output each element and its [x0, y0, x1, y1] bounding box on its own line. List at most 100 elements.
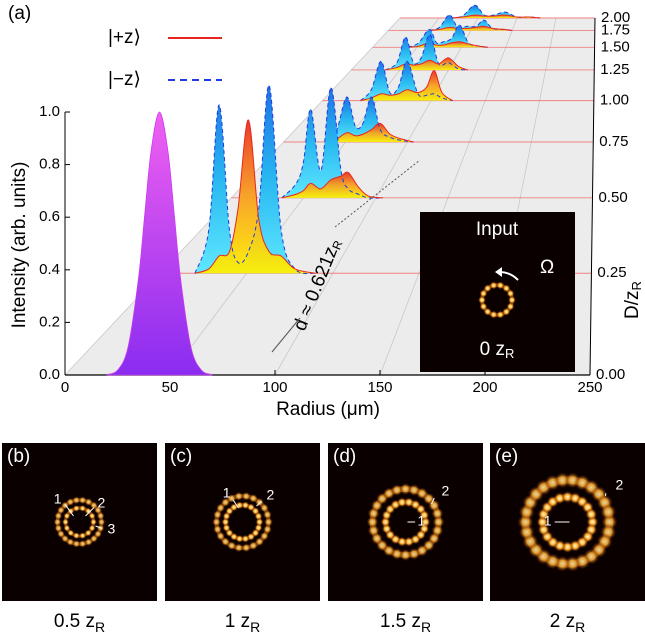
- area-fill: [281, 172, 383, 198]
- ring-lobe: [234, 491, 244, 501]
- ring-number: 2: [442, 483, 450, 499]
- ring-lobe: [259, 503, 269, 513]
- ring-lobe: [62, 518, 69, 526]
- ring-lobe: [508, 296, 516, 304]
- ring-pointer: [64, 504, 74, 517]
- panel-image: [165, 443, 320, 601]
- x-tick-label: 50: [162, 379, 179, 396]
- ring-lobe: [53, 518, 62, 526]
- panel-caption-main: 0.5 z: [54, 611, 95, 632]
- ring-lobe: [212, 517, 221, 527]
- panel-label: (c): [170, 446, 192, 467]
- ring-lobe: [84, 529, 92, 537]
- ring-number: 3: [108, 521, 116, 537]
- y-axis-label: Intensity (arb. units): [9, 162, 30, 329]
- ring-lobe: [234, 543, 244, 553]
- area-fill: [194, 85, 316, 274]
- ring-lobe: [397, 497, 408, 508]
- ring-lobe: [585, 508, 598, 521]
- x-axis-label: Radius (μm): [276, 399, 380, 420]
- panel-image: [328, 443, 483, 601]
- profile-line: [326, 96, 414, 143]
- panel-label: (a): [8, 3, 31, 24]
- area-fill: [281, 87, 383, 199]
- ring-lobe: [496, 310, 505, 319]
- panel-caption: 0.5 zR: [54, 611, 105, 635]
- ring-lobe: [419, 510, 430, 521]
- ring-lobe: [79, 504, 87, 512]
- ring-lobe: [72, 532, 80, 540]
- z-tick-label: 0.50: [598, 189, 627, 206]
- panel-caption: 2 zR: [550, 611, 585, 635]
- y-tick-label: 1.0: [39, 103, 60, 120]
- input-profile: [106, 111, 213, 376]
- ring-lobe: [72, 539, 81, 548]
- x-tick-label: 250: [577, 379, 602, 396]
- panel-caption-main: 1.5 z: [380, 611, 421, 632]
- ring-number: 2: [98, 495, 106, 511]
- ring-number: 1: [418, 513, 426, 529]
- legend-label: |+z⟩: [108, 27, 141, 48]
- panel-label: (b): [7, 446, 30, 467]
- inset-image: [420, 212, 575, 372]
- ring-lobe: [90, 518, 97, 526]
- ring-lobe: [78, 496, 87, 505]
- inset-symbol: Ω: [540, 257, 554, 278]
- ring-lobe: [79, 532, 87, 540]
- panel-caption-sub: R: [575, 619, 585, 635]
- z-tick-label: 1.25: [600, 61, 629, 78]
- ring-number: 2: [267, 487, 275, 503]
- depth-grid-line: [274, 17, 479, 376]
- z-axis-label-main: D/z: [622, 290, 643, 319]
- ring-lobe: [478, 296, 486, 304]
- ring-number: 2: [616, 477, 624, 493]
- ring-lobe: [489, 281, 498, 290]
- profile-line: [360, 70, 454, 102]
- z-axis: [589, 17, 596, 376]
- ring-lobe: [54, 524, 63, 533]
- profile-line: [408, 41, 489, 48]
- profile-line: [450, 14, 541, 19]
- ring-lobe: [403, 536, 414, 547]
- ring-lobe: [96, 511, 105, 520]
- panel-caption-main: 2 z: [550, 611, 575, 632]
- area-fill: [326, 96, 414, 143]
- inset-label-main: 0 z: [480, 339, 505, 360]
- y-tick-label: 0.4: [39, 261, 60, 278]
- z-axis-label-sub: R: [629, 281, 644, 290]
- ring-lobe: [88, 512, 96, 520]
- inset-title: Input: [476, 219, 519, 240]
- ring-lobe: [431, 507, 444, 520]
- panel-image: [2, 443, 157, 601]
- ring-lobe: [84, 538, 93, 547]
- area-fill: [360, 61, 453, 101]
- legend-label: |−z⟩: [108, 69, 141, 90]
- y-tick-label: 0.8: [39, 156, 60, 173]
- ring-lobe: [72, 504, 80, 512]
- waterfall-chart: 0.000.250.500.751.001.251.501.752.00D/zR…: [9, 4, 644, 420]
- ring-lobe: [241, 491, 251, 501]
- ring-pointer: [256, 500, 263, 507]
- panel-caption-sub: R: [250, 619, 260, 635]
- ring-number: 1: [544, 513, 552, 529]
- panel-caption-sub: R: [421, 619, 431, 635]
- ring-lobe: [502, 307, 511, 316]
- ring-lobe: [241, 534, 250, 543]
- panel-caption-sub: R: [95, 619, 105, 635]
- ring-lobe: [254, 512, 263, 521]
- profile-line: [281, 86, 383, 199]
- y-tick-label: 0.2: [39, 313, 60, 330]
- panel-caption: 1.5 zR: [380, 611, 431, 635]
- ring-lobe: [72, 496, 81, 505]
- profile-line: [326, 122, 414, 143]
- y-tick-label: 0.0: [39, 366, 60, 383]
- ring-lobe: [63, 512, 71, 520]
- ring-number: 1: [223, 485, 231, 501]
- ring-lobe: [262, 524, 272, 534]
- ring-lobe: [66, 497, 75, 506]
- profile-line: [385, 57, 469, 71]
- profile-line: [194, 84, 316, 275]
- ring-lobe: [88, 524, 96, 532]
- ring-lobe: [63, 524, 71, 532]
